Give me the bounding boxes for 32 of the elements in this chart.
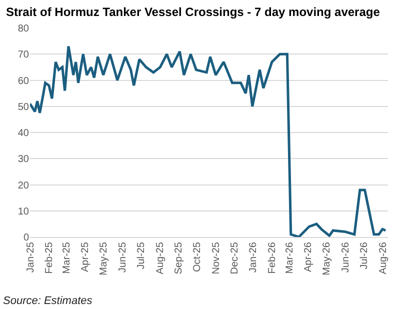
y-tick-label: 40 [18, 128, 30, 139]
source-note: Source: Estimates [3, 295, 93, 307]
y-tick-label: 60 [18, 76, 30, 87]
x-tick-label: Jun-26 [340, 242, 352, 273]
y-tick-label: 0 [23, 232, 30, 244]
x-tick-label: May-25 [98, 242, 110, 276]
x-tick-label: Apr-26 [303, 242, 314, 272]
y-tick-label: 80 [18, 24, 30, 34]
x-tick-label: Aug-26 [378, 242, 389, 274]
x-tick-label: Sep-25 [174, 242, 185, 274]
x-tick-label: Feb-26 [267, 242, 278, 274]
x-tick-label: Apr-25 [80, 242, 92, 272]
y-tick-label: 70 [18, 50, 30, 61]
x-tick-label: Feb-25 [44, 242, 56, 274]
x-tick-label: Dec-25 [229, 242, 240, 274]
x-tick-label: Jan-26 [248, 242, 260, 273]
x-tick-label: Aug-25 [154, 242, 166, 274]
x-tick-label: Oct-25 [192, 242, 204, 272]
x-tick-label: May-26 [322, 242, 333, 276]
y-tick-label: 10 [18, 206, 30, 218]
y-tick-label: 20 [18, 180, 30, 192]
chart-title: Strait of Hormuz Tanker Vessel Crossings - 7 day moving average [6, 5, 380, 20]
y-tick-label: 30 [18, 154, 30, 166]
x-tick-label: Mar-25 [61, 242, 72, 274]
x-tick-label: Jan-25 [25, 242, 36, 273]
x-tick-label: Nov-25 [210, 242, 222, 274]
x-tick-label: Jul-25 [136, 242, 147, 270]
x-tick-label: Jun-25 [118, 242, 128, 273]
x-tick-label: Jul-26 [358, 242, 370, 270]
y-tick-label: 50 [18, 102, 30, 113]
x-tick-label: Mar-26 [284, 242, 296, 274]
line-series [30, 45, 387, 237]
